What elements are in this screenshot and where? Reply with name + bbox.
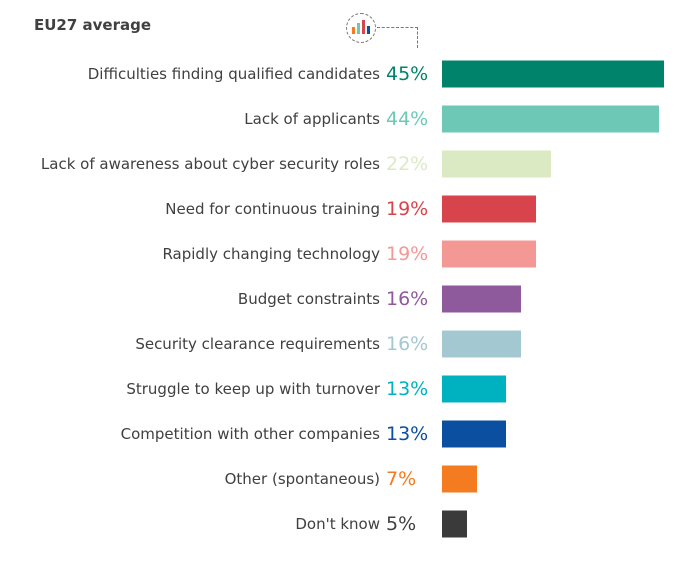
value-label: 16% bbox=[386, 333, 429, 355]
bar bbox=[442, 420, 507, 448]
bar bbox=[442, 195, 536, 223]
category-label: Budget constraints bbox=[237, 290, 380, 308]
category-label: Rapidly changing technology bbox=[162, 245, 380, 263]
chart-icon[interactable] bbox=[346, 13, 376, 43]
category-label: Other (spontaneous) bbox=[224, 470, 380, 488]
value-label: 45% bbox=[386, 63, 429, 85]
value-label: 44% bbox=[386, 108, 429, 130]
bar bbox=[442, 330, 521, 358]
icon-leader-line bbox=[377, 27, 418, 48]
category-label: Lack of awareness about cyber security r… bbox=[40, 155, 380, 173]
value-label: 13% bbox=[386, 423, 429, 445]
bar bbox=[442, 375, 507, 403]
bar bbox=[442, 150, 551, 178]
value-label: 7% bbox=[386, 468, 417, 490]
category-label: Security clearance requirements bbox=[135, 335, 380, 353]
category-label: Struggle to keep up with turnover bbox=[126, 380, 380, 398]
category-label: Lack of applicants bbox=[244, 110, 380, 128]
bar bbox=[442, 465, 477, 493]
chart-title: EU27 average bbox=[34, 16, 152, 34]
value-label: 19% bbox=[386, 198, 429, 220]
value-label: 16% bbox=[386, 288, 429, 310]
category-label: Difficulties finding qualified candidate… bbox=[87, 65, 380, 83]
bar bbox=[442, 60, 664, 88]
bar bbox=[442, 285, 521, 313]
value-label: 22% bbox=[386, 153, 429, 175]
bar bbox=[442, 240, 536, 268]
category-label: Need for continuous training bbox=[165, 200, 380, 218]
bar bbox=[442, 105, 660, 133]
category-label: Competition with other companies bbox=[120, 425, 380, 443]
category-label: Don't know bbox=[295, 515, 380, 533]
value-label: 19% bbox=[386, 243, 429, 265]
value-label: 13% bbox=[386, 378, 429, 400]
bar bbox=[442, 510, 467, 538]
value-label: 5% bbox=[386, 513, 417, 535]
